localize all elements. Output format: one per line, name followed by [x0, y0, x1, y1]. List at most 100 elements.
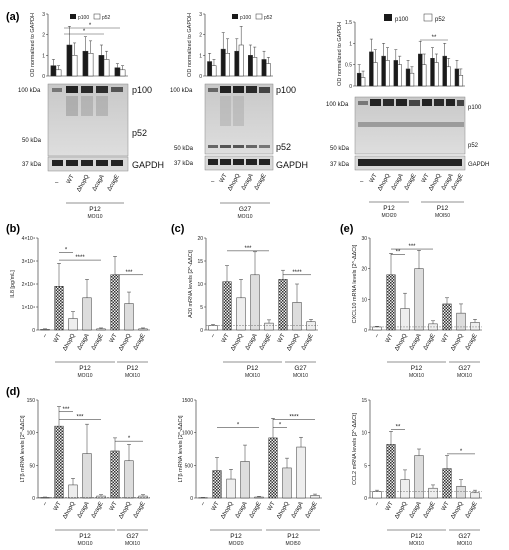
y-tick-label: 0 [364, 328, 367, 334]
x-tick-label: WT [109, 333, 119, 344]
bar-p100 [369, 51, 374, 87]
marker-37kda-small: 37 kDa [330, 162, 350, 168]
y-tick-label: 0 [349, 84, 352, 90]
legend-p52: p52 [435, 17, 446, 23]
band-gapdh: GAPDH [276, 160, 308, 170]
bar-1 [54, 286, 64, 331]
group-moi-label: MOI10 [293, 373, 308, 379]
bar-p100 [454, 68, 460, 87]
lane-label: ΔhopQ [377, 173, 392, 192]
y-axis-label: LTβ mRNA levels [2^-ΔΔCt] [178, 415, 184, 483]
y-axis-label: OD normalized to GAPDH [187, 13, 193, 77]
y-tick-label: 2 [42, 33, 45, 39]
legend-p100: p100 [240, 15, 251, 21]
bar-3 [250, 274, 260, 331]
x-tick-label: WT [441, 501, 451, 512]
panel-letter-b: (b) [6, 223, 20, 235]
significance-mark: *** [125, 270, 133, 276]
bar-6 [124, 303, 134, 331]
bar-p52 [225, 53, 231, 77]
y-tick-label: 4×10⁴ [22, 236, 35, 242]
group-strain-label: P12 [411, 533, 423, 540]
bar-p100 [442, 55, 447, 87]
lane-label-untreated: – [360, 179, 364, 185]
significance-mark: **** [289, 415, 299, 421]
significance-mark: * [83, 29, 86, 35]
marker-50kda: 50 kDa [22, 138, 42, 144]
marker-100kda-small: 100 kDa [326, 102, 349, 108]
bar-p52 [119, 69, 126, 77]
x-tick-label: WT [53, 333, 63, 344]
x-tick-label: ΔcagA [77, 333, 91, 351]
x-tick-label: WT [267, 501, 277, 512]
y-axis-label: A20 mRNA levels [2^-ΔΔCt] [188, 250, 194, 318]
group-strain-label: P12 [437, 205, 449, 212]
y-tick-label: 3 [199, 12, 202, 18]
x-tick-label: ΔhopQ [394, 501, 409, 520]
bar-3 [82, 453, 92, 499]
significance-mark: **** [75, 255, 85, 261]
y-tick-label: 1500 [182, 398, 193, 404]
group-moi-label: MOI10 [125, 541, 140, 547]
bar-7 [470, 492, 480, 499]
group-labels: P12MOI10G27MOI10P12MOI20P12MOI50P12MOI10… [55, 201, 480, 547]
y-axis-label: CXCL10 mRNA levels [2^-ΔΔCt] [352, 244, 358, 323]
lane-label: ΔcagA [92, 174, 106, 192]
bar-p100 [261, 59, 267, 77]
x-tick-label: ΔhopQ [450, 333, 465, 352]
x-tick-label: – [42, 500, 49, 506]
lane-label: ΔcagE [404, 173, 418, 191]
western-blot-3 [354, 96, 466, 171]
y-tick-label: 0 [32, 496, 35, 502]
y-tick-label: 100 [27, 431, 36, 437]
lane-label-untreated: – [55, 180, 59, 186]
legend-p52: p52 [264, 15, 273, 21]
bar-p52 [434, 62, 439, 87]
bar-p100 [393, 60, 399, 87]
bar-p52 [71, 55, 78, 77]
bar-4 [96, 495, 106, 499]
band-p100: p100 [276, 85, 296, 95]
y-axis-label: OD normalized to GAPDH [337, 22, 343, 86]
y-tick-label: 1 [42, 53, 45, 59]
band-p52: p52 [132, 128, 147, 138]
bar-4 [264, 322, 274, 331]
group-strain-label: G27 [294, 365, 307, 372]
x-tick-label: ΔcagA [235, 501, 249, 519]
bar-p100 [418, 53, 423, 87]
bar-p52 [103, 59, 110, 77]
x-tick-label: ΔcagE [423, 501, 437, 519]
bar-5 [110, 274, 120, 331]
group-moi-label: MOI10 [125, 373, 140, 379]
marker-50kda: 50 kDa [174, 146, 194, 152]
bar-p100 [381, 55, 386, 87]
x-tick-label: ΔcagE [91, 501, 105, 519]
bar-2 [68, 318, 78, 331]
bar-4 [96, 328, 106, 331]
group-strain-label: G27 [126, 533, 139, 540]
significance-mark: * [128, 436, 131, 442]
bar-p52 [397, 64, 402, 87]
bar-2 [68, 484, 78, 499]
y-tick-label: 0 [200, 328, 203, 334]
y-axis-label: LTβ mRNA levels [2^-ΔΔCt] [20, 415, 26, 483]
significance-mark: * [237, 422, 240, 428]
y-tick-label: 3×10⁴ [22, 259, 35, 265]
bar-7 [470, 322, 480, 331]
bar-5 [110, 450, 120, 499]
bar-2 [236, 297, 246, 331]
panel-letter-a: (a) [6, 11, 20, 23]
lane-label: WT [421, 173, 431, 184]
chart-a1: 0 1 2 3 OD normalized to GAPDH [30, 12, 128, 80]
x-tick-label: WT [211, 501, 221, 512]
x-tick-label: ΔcagE [133, 333, 147, 351]
group-strain-label: G27 [239, 206, 252, 213]
bar-8 [310, 495, 320, 499]
x-tick-label: ΔhopQ [62, 501, 77, 520]
x-tick-label: – [200, 500, 207, 506]
bar-7 [138, 328, 148, 331]
group-strain-label: P12 [287, 533, 299, 540]
